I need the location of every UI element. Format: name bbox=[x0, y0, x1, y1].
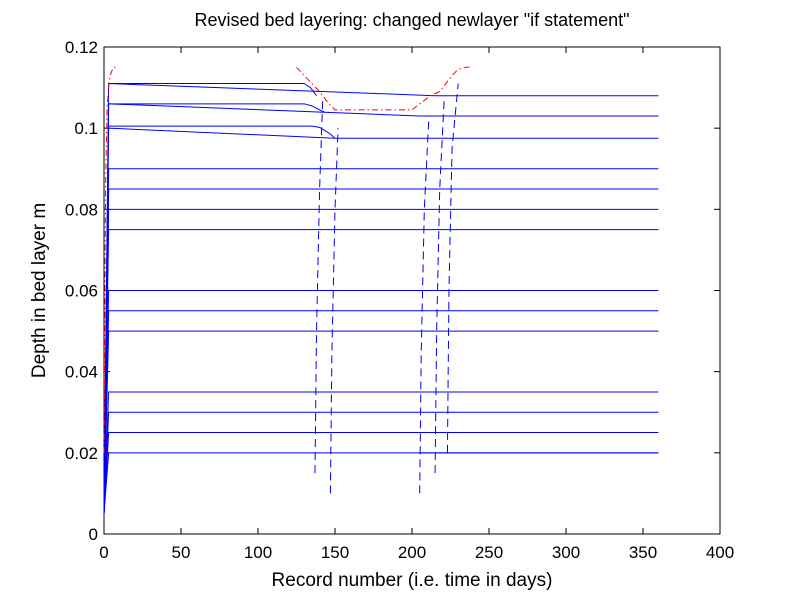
x-tick-label: 50 bbox=[172, 543, 191, 562]
x-tick-label: 200 bbox=[398, 543, 426, 562]
series-line-23-dashed bbox=[446, 83, 459, 453]
series-line-16-solid bbox=[108, 103, 325, 113]
x-tick-label: 400 bbox=[706, 543, 734, 562]
y-tick-label: 0.04 bbox=[65, 363, 98, 382]
series-line-4-solid bbox=[103, 391, 659, 514]
y-tick-label: 0 bbox=[89, 525, 98, 544]
x-tick-label: 250 bbox=[475, 543, 503, 562]
x-tick-label: 300 bbox=[552, 543, 580, 562]
y-tick-label: 0.02 bbox=[65, 444, 98, 463]
y-axis-label: Depth in bed layer m bbox=[29, 203, 50, 378]
x-tick-label: 100 bbox=[244, 543, 272, 562]
plot-series bbox=[103, 66, 659, 514]
y-tick-label: 0.12 bbox=[65, 38, 98, 57]
y-tick-label: 0.08 bbox=[65, 200, 98, 219]
series-line-24-dashdot bbox=[103, 66, 117, 453]
series-line-20-dashed bbox=[329, 128, 339, 494]
series-line-22-dashed bbox=[434, 95, 445, 474]
x-tick-label: 150 bbox=[321, 543, 349, 562]
x-axis-label: Record number (i.e. time in days) bbox=[272, 570, 553, 591]
axis-ticks bbox=[103, 46, 721, 535]
series-line-14-solid bbox=[103, 83, 659, 514]
y-tick-labels: 0 0.02 0.04 0.06 0.08 0.1 0.12 bbox=[65, 38, 98, 544]
series-line-25-dashdot bbox=[296, 66, 471, 111]
series-line-21-dashed bbox=[419, 115, 430, 494]
series-line-17-solid bbox=[108, 83, 317, 97]
series-line-19-dashed bbox=[314, 99, 324, 474]
x-tick-label: 350 bbox=[629, 543, 657, 562]
chart-title: Revised bed layering: changed newlayer "… bbox=[194, 10, 629, 30]
y-tick-label: 0.1 bbox=[74, 119, 98, 138]
x-tick-labels: 0 50 100 150 200 250 300 350 400 bbox=[99, 543, 734, 562]
x-tick-label: 0 bbox=[99, 543, 108, 562]
y-tick-label: 0.06 bbox=[65, 282, 98, 301]
